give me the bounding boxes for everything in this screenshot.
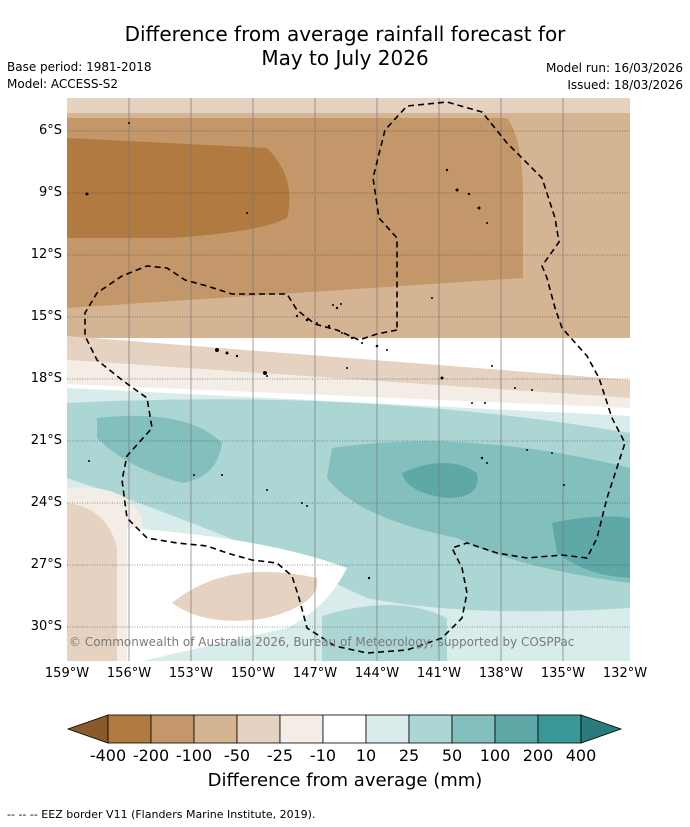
colorbar-swatches xyxy=(66,714,623,744)
title-line-2: May to July 2026 xyxy=(261,46,429,70)
band-wet-100-east xyxy=(552,516,630,578)
eez-border xyxy=(84,101,626,654)
eez-legend-note: -- -- -- EEZ border V11 (Flanders Marine… xyxy=(7,808,316,821)
lon-label-150w: 150°W xyxy=(230,666,276,681)
lat-label-6s: 6°S xyxy=(38,123,62,138)
colorbar-swatch xyxy=(236,714,281,744)
colorbar-swatch xyxy=(537,714,582,744)
colorbar-swatch xyxy=(451,714,496,744)
cb-tick: 400 xyxy=(565,746,597,765)
cb-tick: 50 xyxy=(441,746,463,765)
colorbar xyxy=(66,714,623,744)
islands xyxy=(85,122,565,580)
cb-tick: -25 xyxy=(266,746,294,765)
lat-label-30s: 30°S xyxy=(30,619,62,634)
copyright-notice: © Commonwealth of Australia 2026, Bureau… xyxy=(69,635,575,649)
cb-tick: -200 xyxy=(132,746,170,765)
patch-dry-25-sw xyxy=(67,503,117,661)
lon-label-147w: 147°W xyxy=(292,666,338,681)
colorbar-swatch xyxy=(408,714,453,744)
cb-tick: 10 xyxy=(355,746,377,765)
colorbar-swatch xyxy=(150,714,195,744)
rainfall-map xyxy=(67,98,630,661)
lon-label-159w: 159°W xyxy=(44,666,90,681)
lat-label-9s: 9°S xyxy=(38,185,62,200)
band-dry-200 xyxy=(67,138,290,238)
colorbar-label: Difference from average (mm) xyxy=(207,770,483,791)
title-line-1: Difference from average rainfall forecas… xyxy=(124,22,566,46)
colorbar-swatch xyxy=(107,714,152,744)
lat-label-12s: 12°S xyxy=(30,247,62,262)
lat-label-21s: 21°S xyxy=(30,433,62,448)
cb-tick: -100 xyxy=(175,746,213,765)
cb-tick: -10 xyxy=(309,746,337,765)
band-wet-50-east xyxy=(327,441,630,583)
base-period: Base period: 1981-2018 xyxy=(7,60,152,74)
colorbar-swatch xyxy=(365,714,410,744)
lon-label-135w: 135°W xyxy=(540,666,586,681)
lon-label-156w: 156°W xyxy=(106,666,152,681)
patch-dry-25-south xyxy=(172,571,318,621)
band-wet-100-center xyxy=(402,463,478,498)
colorbar-extend-low xyxy=(66,714,109,744)
colorbar-extend-high xyxy=(580,714,623,744)
meta-left: Base period: 1981-2018 Model: ACCESS-S2 xyxy=(7,59,152,93)
colorbar-swatch xyxy=(494,714,539,744)
cb-tick: 200 xyxy=(522,746,554,765)
issued-date: Issued: 18/03/2026 xyxy=(567,78,683,92)
lon-label-144w: 144°W xyxy=(354,666,400,681)
lon-label-141w: 141°W xyxy=(416,666,462,681)
cb-tick: -400 xyxy=(89,746,127,765)
colorbar-swatch xyxy=(193,714,238,744)
colorbar-swatch xyxy=(279,714,324,744)
lat-label-27s: 27°S xyxy=(30,557,62,572)
model-run: Model run: 16/03/2026 xyxy=(545,61,683,75)
meta-right: Model run: 16/03/2026 Issued: 18/03/2026 xyxy=(546,60,683,94)
colorbar-swatch xyxy=(322,714,367,744)
lon-label-132w: 132°W xyxy=(602,666,648,681)
lat-label-18s: 18°S xyxy=(30,371,62,386)
cb-tick: -50 xyxy=(223,746,251,765)
lat-label-24s: 24°S xyxy=(30,495,62,510)
map-title: Difference from average rainfall forecas… xyxy=(0,22,690,70)
lat-label-15s: 15°S xyxy=(30,309,62,324)
band-dry-10 xyxy=(67,360,630,408)
cb-tick: 100 xyxy=(479,746,511,765)
model-name: Model: ACCESS-S2 xyxy=(7,77,119,91)
cb-tick: 25 xyxy=(398,746,420,765)
longitude-gridlines xyxy=(128,98,564,661)
patch-wet-25-south xyxy=(322,604,447,661)
lon-label-138w: 138°W xyxy=(478,666,524,681)
band-dry-25 xyxy=(67,98,630,113)
band-dry-25-south xyxy=(67,336,630,398)
lon-label-153w: 153°W xyxy=(168,666,214,681)
